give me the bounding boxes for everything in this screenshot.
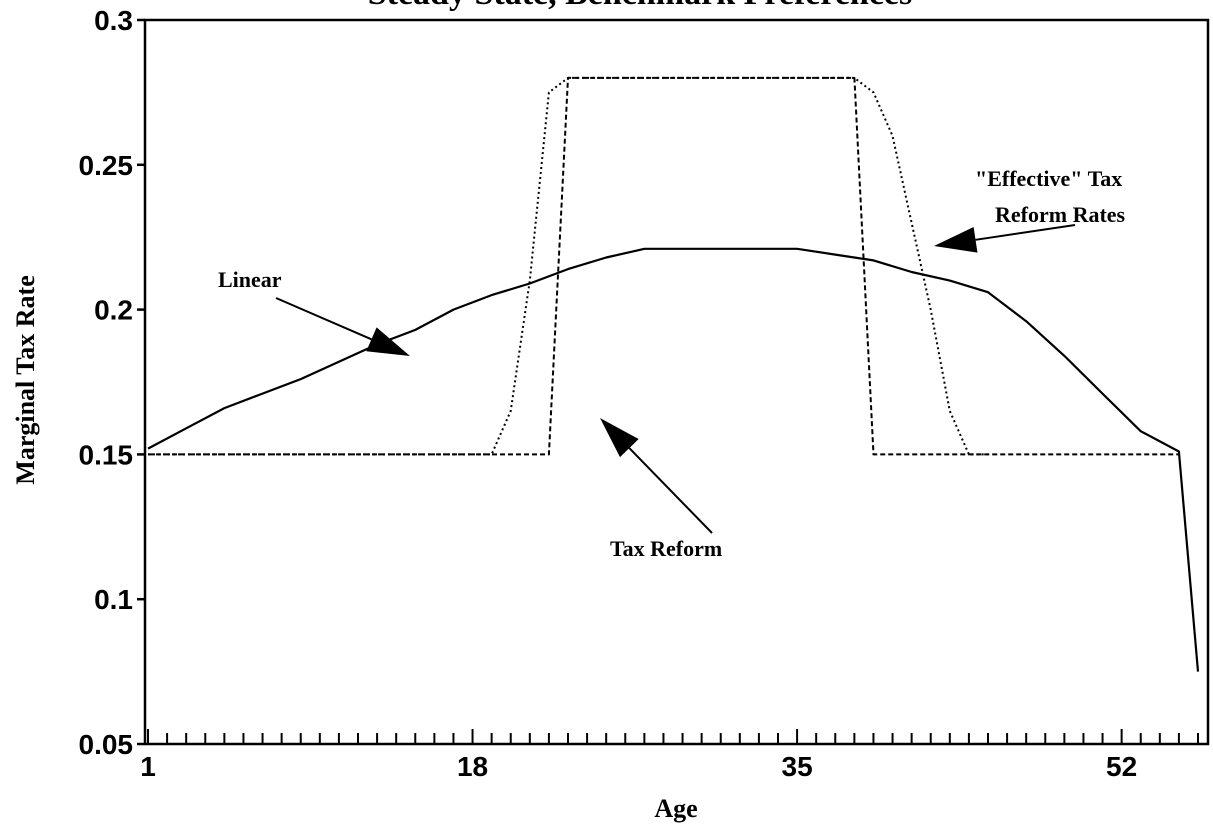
arrow-tax-reform <box>600 418 713 534</box>
y-tick-label: 0.05 <box>79 729 134 760</box>
y-axis-label: Marginal Tax Rate <box>11 275 40 484</box>
y-tick-label: 0.25 <box>79 150 134 181</box>
annotation-linear: Linear <box>218 267 282 292</box>
y-tick-label: 0.1 <box>94 584 133 615</box>
y-axis: 0.05 0.1 0.15 0.2 0.25 0.3 <box>79 5 145 760</box>
annotation-tax-reform: Tax Reform <box>610 536 722 561</box>
series-group <box>147 76 1200 672</box>
y-tick-label: 0.15 <box>79 439 134 470</box>
y-tick-label: 0.3 <box>94 5 133 36</box>
x-axis: 1 18 35 52 <box>140 729 1199 782</box>
arrow-linear <box>275 297 410 356</box>
x-axis-label: Age <box>654 794 697 823</box>
x-tick-label: 52 <box>1106 751 1137 782</box>
series-line-dashed <box>148 76 1179 456</box>
x-tick-label: 18 <box>457 751 488 782</box>
chart-title: Steady State, Benchmark Preferences <box>368 0 913 12</box>
x-tick-label: 1 <box>140 751 156 782</box>
plot-frame <box>143 18 1210 746</box>
arrow-effective <box>934 224 1076 253</box>
x-tick-label: 35 <box>782 751 813 782</box>
annotation-arrows <box>275 224 1076 534</box>
annotation-effective-line2: Reform Rates <box>995 202 1126 227</box>
y-tick-label: 0.2 <box>94 295 133 326</box>
series-line-solid <box>147 247 1200 672</box>
annotation-effective-line1: "Effective" Tax <box>975 166 1122 191</box>
